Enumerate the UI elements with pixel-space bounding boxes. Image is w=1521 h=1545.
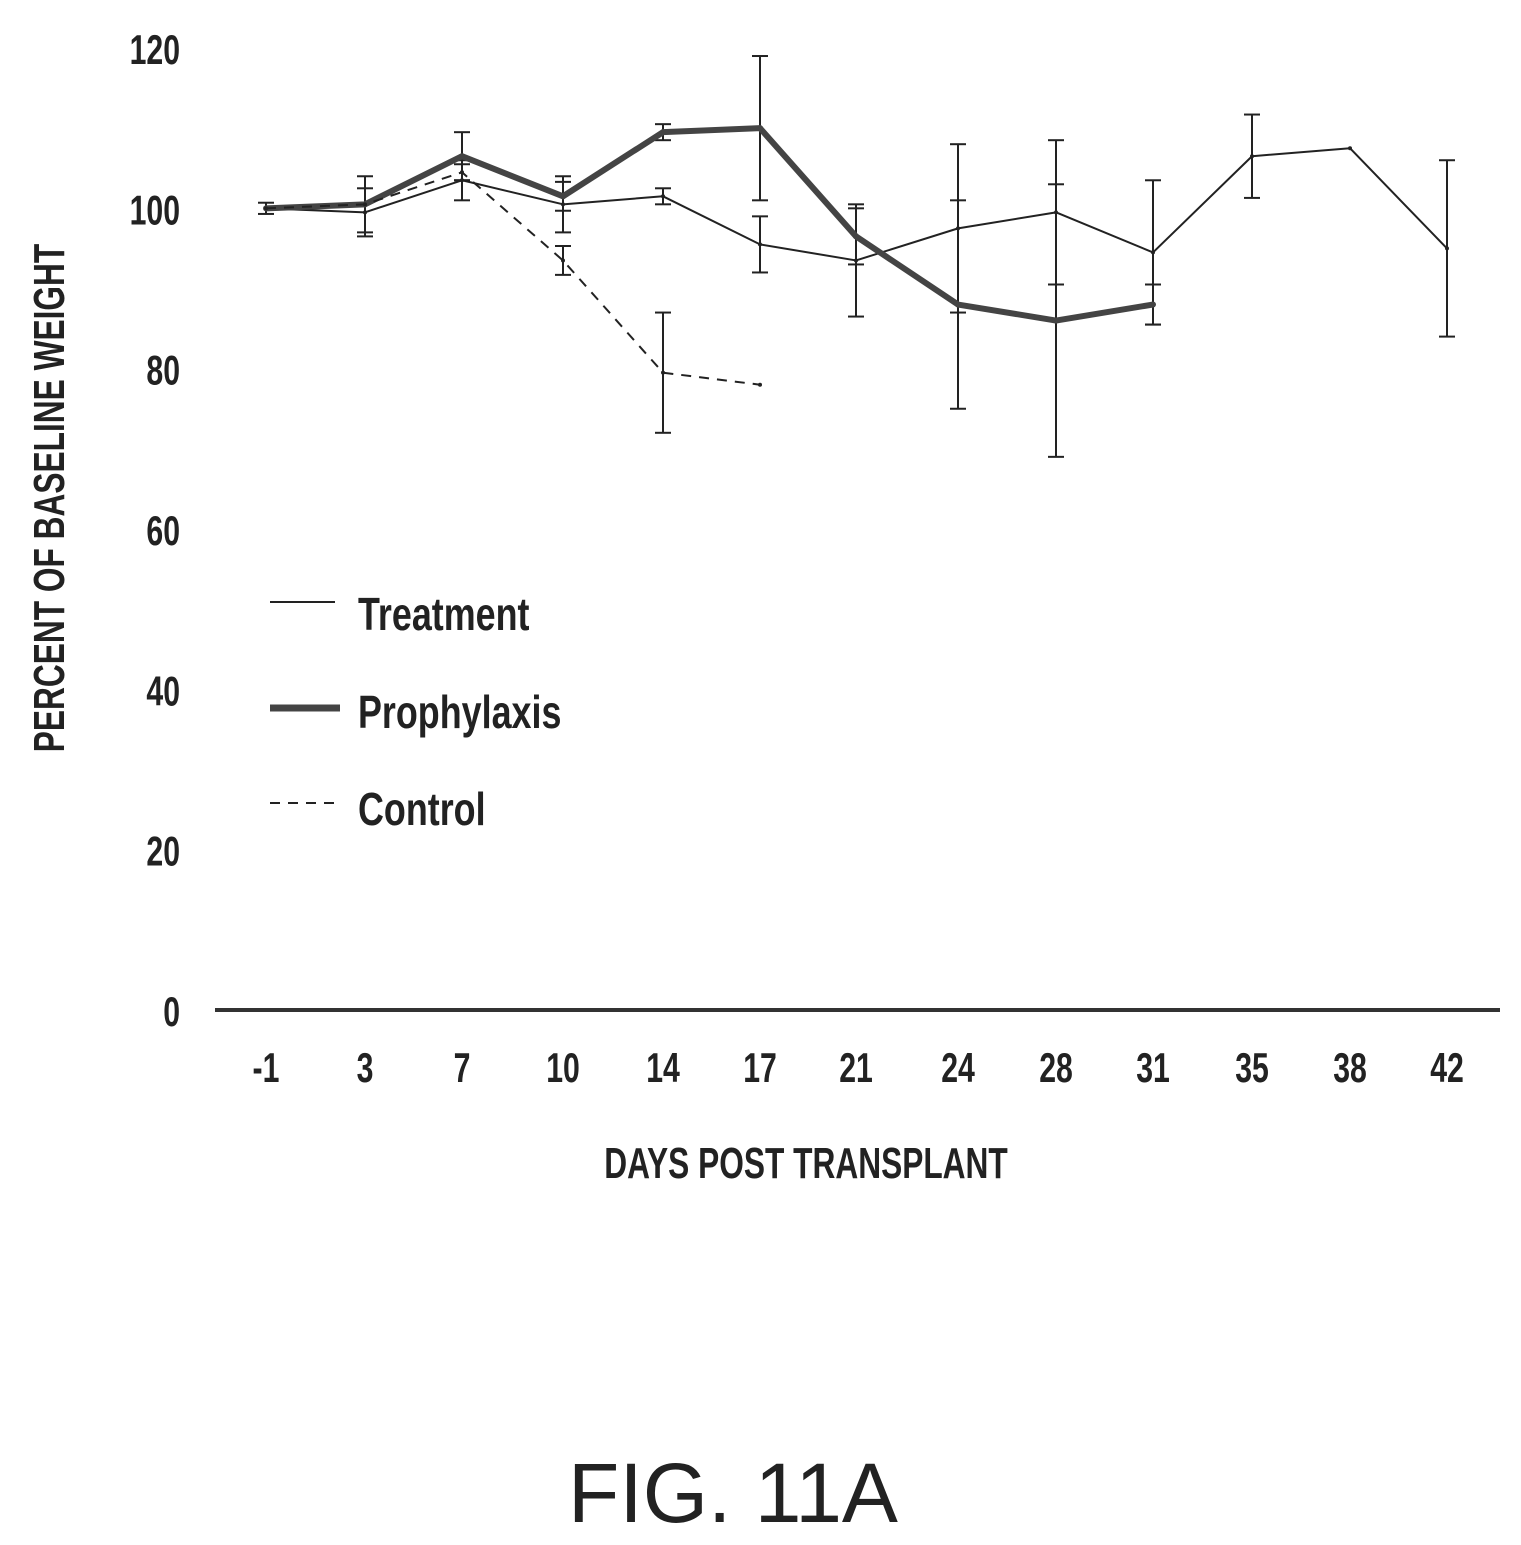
x-tick-label: 21 <box>839 1044 873 1091</box>
data-point-control <box>758 382 762 387</box>
legend-label-prophylaxis: Prophylaxis <box>358 687 561 738</box>
data-point-treatment <box>1348 146 1352 151</box>
data-point-prophylaxis <box>660 129 666 136</box>
data-point-prophylaxis <box>853 233 859 240</box>
y-tick-label: 80 <box>146 347 180 394</box>
data-point-treatment <box>1445 246 1449 251</box>
plot-area <box>258 55 1455 458</box>
x-tick-label: 3 <box>357 1044 374 1091</box>
data-point-control <box>561 258 565 263</box>
x-tick-label: 42 <box>1430 1044 1464 1091</box>
data-point-prophylaxis <box>1053 317 1059 324</box>
y-tick-label: 20 <box>146 828 180 875</box>
legend: Treatment Prophylaxis Control <box>270 589 561 835</box>
legend-label-treatment: Treatment <box>358 589 530 640</box>
data-point-treatment <box>1250 154 1254 159</box>
data-point-prophylaxis <box>1150 301 1156 308</box>
y-tick-label: 100 <box>130 186 180 233</box>
y-tick-label: 120 <box>130 26 180 73</box>
series-line-prophylaxis <box>265 125 1154 324</box>
data-point-prophylaxis <box>459 153 465 160</box>
legend-label-control: Control <box>358 784 486 835</box>
axes: 0 20 40 60 80 100 120 -1 3 7 10 14 17 21 24 28 31 35 38 42 <box>130 26 1500 1091</box>
data-point-treatment <box>1151 250 1155 255</box>
x-tick-label: 35 <box>1235 1044 1269 1091</box>
x-tick-label: 24 <box>941 1044 975 1091</box>
data-point-prophylaxis <box>560 193 566 200</box>
data-point-control <box>363 202 367 207</box>
x-axis-title: DAYS POST TRANSPLANT <box>604 1139 1008 1188</box>
data-point-prophylaxis <box>757 125 763 132</box>
data-point-control <box>460 170 464 175</box>
x-tick-label: -1 <box>253 1044 280 1091</box>
x-tick-label: 17 <box>743 1044 777 1091</box>
data-point-prophylaxis <box>955 301 961 308</box>
x-tick-label: 31 <box>1136 1044 1170 1091</box>
figure-label: FIG. 11A <box>568 1446 898 1540</box>
y-tick-label: 60 <box>146 507 180 554</box>
x-tick-label: 10 <box>546 1044 580 1091</box>
y-tick-label: 0 <box>163 988 180 1035</box>
data-point-treatment <box>661 194 665 199</box>
data-point-control <box>661 370 665 375</box>
y-axis-title: PERCENT OF BASELINE WEIGHT <box>25 244 74 753</box>
x-tick-label: 28 <box>1039 1044 1073 1091</box>
y-tick-label: 40 <box>146 667 180 714</box>
data-point-control <box>264 206 268 211</box>
x-tick-label: 38 <box>1333 1044 1367 1091</box>
x-tick-label: 14 <box>646 1044 680 1091</box>
data-point-treatment <box>758 242 762 247</box>
x-tick-label: 7 <box>454 1044 471 1091</box>
